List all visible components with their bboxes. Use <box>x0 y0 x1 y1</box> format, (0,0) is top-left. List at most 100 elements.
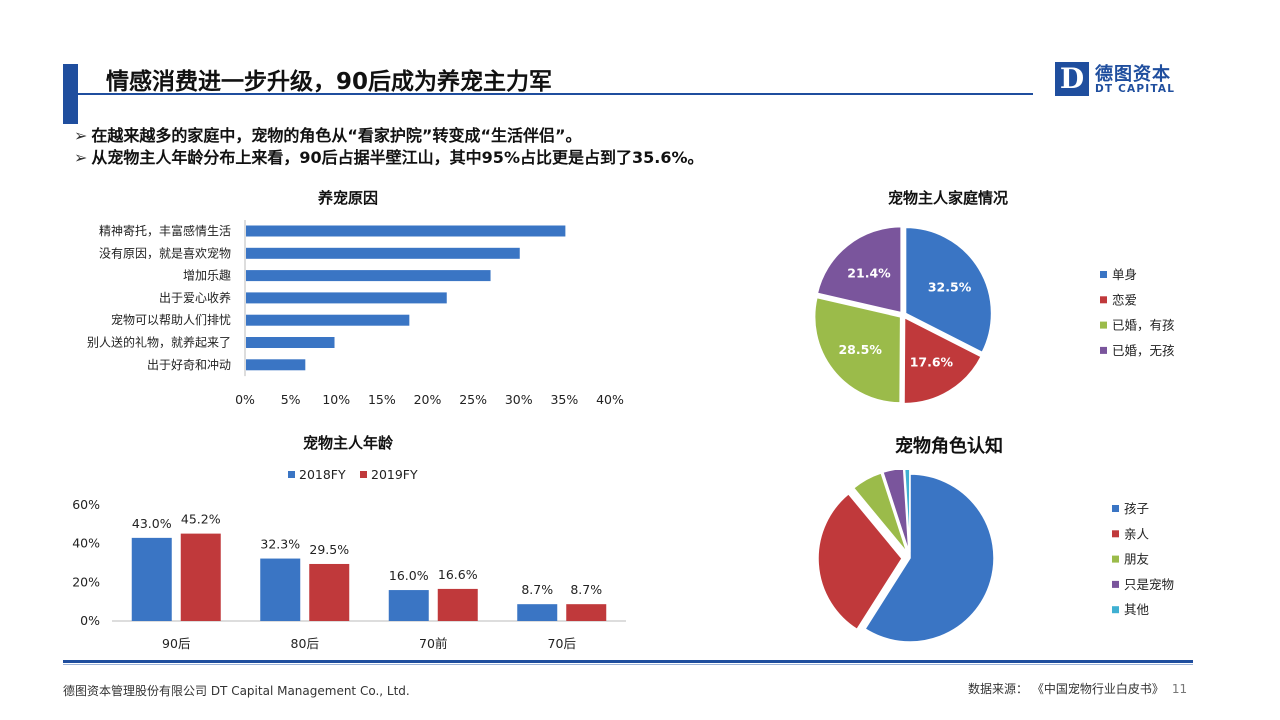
data-label: 45.2% <box>181 512 221 527</box>
pie-slice <box>903 316 983 405</box>
age-chart-title: 宠物主人年龄 <box>303 434 394 452</box>
footer-company: 德图资本管理股份有限公司 DT Capital Management Co., … <box>63 684 410 698</box>
bullet-item: ➢ 在越来越多的家庭中，宠物的角色从“看家护院”转变成“生活伴侣”。 <box>74 126 582 145</box>
slice-value-label: 28.5% <box>838 342 882 357</box>
reasons-chart-title: 养宠原因 <box>318 189 379 207</box>
x-tick-label: 35% <box>550 392 578 407</box>
y-tick-label: 60% <box>72 497 100 512</box>
y-tick-label: 0% <box>80 613 100 628</box>
pie-slice <box>904 226 993 354</box>
legend-swatch <box>1100 271 1107 278</box>
bullet-list: ➢ 在越来越多的家庭中，宠物的角色从“看家护院”转变成“生活伴侣”。 ➢ 从宠物主人… <box>74 125 703 169</box>
footer-divider-thin <box>63 664 1193 665</box>
legend-label: 恋爱 <box>1112 292 1137 307</box>
slice-value-label: 17.6% <box>910 355 954 370</box>
arrow-bullet-icon: ➢ <box>74 148 88 167</box>
category-label: 精神寄托，丰富感情生活 <box>99 223 231 238</box>
page-number: 11 <box>1171 682 1188 696</box>
legend-label: 2019FY <box>371 467 418 482</box>
arrow-bullet-icon: ➢ <box>74 126 88 145</box>
bullet-item: ➢ 从宠物主人年龄分布上来看，90后占据半壁江山，其中95%占比更是占到了35.6… <box>74 148 704 167</box>
footer-source: 数据来源： 《中国宠物行业白皮书》 11 <box>968 682 1188 696</box>
bar <box>517 604 558 621</box>
bar <box>246 337 335 348</box>
legend-swatch <box>1112 606 1119 614</box>
legend-label: 已婚，有孩 <box>1112 318 1175 333</box>
x-tick-label: 0% <box>235 392 255 407</box>
x-tick-label: 20% <box>414 392 442 407</box>
legend-swatch <box>1112 580 1119 588</box>
x-tick-label: 15% <box>368 392 396 407</box>
bar <box>246 270 491 282</box>
footer-divider <box>63 660 1193 663</box>
legend-swatch <box>1100 296 1107 304</box>
bar <box>566 604 607 621</box>
bar <box>260 558 301 621</box>
category-label: 宠物可以帮助人们排忧 <box>111 312 231 327</box>
legend-swatch <box>1100 321 1107 329</box>
x-tick-label: 40% <box>596 392 624 407</box>
bar <box>388 590 429 621</box>
x-tick-label: 5% <box>281 392 301 407</box>
pie-slice <box>903 470 911 553</box>
legend-label: 朋友 <box>1124 552 1149 567</box>
bar <box>246 359 306 371</box>
family-chart-title: 宠物主人家庭情况 <box>888 189 1009 207</box>
category-label: 没有原因，就是喜欢宠物 <box>99 245 231 260</box>
bar <box>246 247 520 259</box>
legend-swatch <box>360 471 367 478</box>
legend-label: 孩子 <box>1124 501 1149 516</box>
legend-label: 已婚，无孩 <box>1112 343 1175 358</box>
x-tick-label: 10% <box>322 392 350 407</box>
bar <box>246 292 447 304</box>
x-tick-label: 25% <box>459 392 487 407</box>
data-label: 8.7% <box>570 582 602 597</box>
x-tick-label: 30% <box>505 392 533 407</box>
legend-swatch <box>1100 346 1107 354</box>
y-tick-label: 20% <box>72 574 100 589</box>
bar <box>246 314 410 326</box>
pie-slice <box>816 225 902 314</box>
legend-swatch <box>1112 505 1119 512</box>
legend-label: 2018FY <box>299 467 346 482</box>
logo-en-text: DT CAPITAL <box>1095 83 1176 95</box>
data-label: 16.0% <box>389 568 429 583</box>
data-label: 29.5% <box>309 542 349 557</box>
title-underline <box>78 93 1033 95</box>
data-label: 43.0% <box>132 516 172 531</box>
pie-slice <box>852 471 908 554</box>
pie-slice <box>881 470 910 553</box>
reasons-bar-chart: 精神寄托，丰富感情生活没有原因，就是喜欢宠物增加乐趣出于爱心收养宠物可以帮助人们… <box>87 220 624 407</box>
slice-value-label: 32.5% <box>928 279 972 294</box>
category-label: 出于爱心收养 <box>159 290 231 305</box>
brand-logo: D 德图资本 DT CAPITAL <box>1055 62 1185 98</box>
legend-swatch <box>1112 530 1119 538</box>
category-label: 90后 <box>162 636 190 651</box>
category-label: 出于好奇和冲动 <box>147 357 231 372</box>
bar <box>131 537 172 621</box>
bar <box>246 225 566 237</box>
legend-swatch <box>1112 555 1119 563</box>
title-accent-bar <box>63 64 78 124</box>
legend-label: 单身 <box>1112 267 1137 282</box>
data-label: 32.3% <box>260 537 300 552</box>
legend-label: 只是宠物 <box>1124 577 1174 592</box>
pie-slice <box>813 296 902 404</box>
legend-label: 其他 <box>1124 602 1150 617</box>
y-tick-label: 40% <box>72 536 100 551</box>
legend-label: 亲人 <box>1124 526 1150 541</box>
role-chart-title: 宠物角色认知 <box>895 436 1003 457</box>
bar <box>437 588 478 621</box>
category-label: 70前 <box>419 636 447 651</box>
page-title: 情感消费进一步升级，90后成为养宠主力军 <box>106 69 553 95</box>
pie-slice <box>817 492 903 631</box>
bar <box>180 533 221 621</box>
category-label: 70后 <box>548 636 576 651</box>
pie-slice <box>863 473 995 643</box>
data-label: 8.7% <box>521 582 553 597</box>
legend-swatch <box>288 471 295 478</box>
data-label: 16.6% <box>438 567 478 582</box>
